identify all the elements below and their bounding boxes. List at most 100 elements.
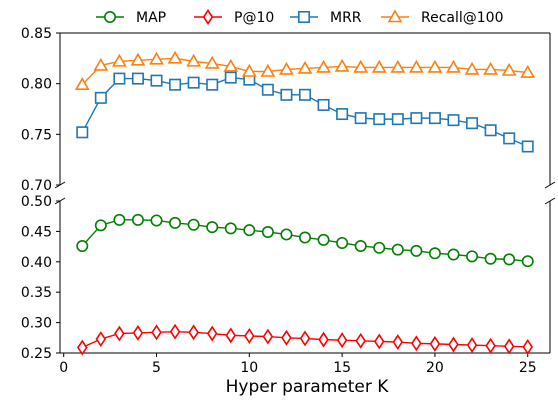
data-point	[334, 58, 350, 72]
data-point	[483, 61, 498, 75]
legend-item: Recall@100	[381, 9, 504, 26]
lower-y-tick-label: 0.25	[21, 346, 52, 362]
data-point	[353, 59, 369, 73]
series-recall-100	[74, 50, 536, 90]
data-point	[131, 213, 144, 226]
data-point	[241, 63, 257, 77]
data-point	[94, 91, 107, 104]
upper-y-tick-label: 0.70	[21, 178, 52, 194]
data-point	[391, 243, 404, 256]
data-point	[317, 98, 330, 111]
data-point	[520, 64, 536, 78]
data-point	[93, 57, 109, 71]
data-point	[336, 332, 348, 349]
data-point	[446, 59, 461, 73]
data-point	[371, 59, 387, 73]
data-point	[150, 74, 163, 87]
break-mark	[544, 197, 556, 205]
data-point	[298, 231, 311, 244]
data-point	[206, 221, 219, 234]
upper-y-tick-label: 0.85	[21, 26, 52, 42]
data-point	[244, 328, 255, 344]
data-point	[373, 333, 385, 350]
upper-y-tick-label: 0.75	[21, 127, 52, 143]
data-point	[131, 72, 144, 85]
data-point	[466, 117, 479, 130]
data-point	[94, 219, 107, 232]
data-point	[261, 226, 274, 239]
data-point	[169, 216, 182, 229]
break-mark	[54, 197, 66, 205]
data-point	[521, 255, 534, 268]
x-tick-label: 5	[152, 360, 161, 376]
data-point	[466, 250, 479, 263]
x-tick-label: 25	[519, 360, 537, 376]
data-point	[261, 83, 274, 96]
x-tick-label: 15	[333, 360, 351, 376]
data-point	[318, 331, 329, 348]
legend-marker	[387, 9, 403, 23]
data-point	[204, 55, 220, 69]
data-point	[169, 78, 182, 91]
data-point	[74, 77, 90, 90]
data-point	[391, 113, 404, 126]
legend-marker	[104, 11, 117, 23]
legend: MAP P@10 MRR Recall@100	[96, 9, 504, 26]
data-point	[151, 324, 162, 341]
data-point	[298, 88, 311, 101]
data-point	[132, 324, 144, 341]
data-point	[225, 327, 237, 344]
data-point	[95, 331, 107, 347]
data-point	[408, 59, 424, 73]
data-point	[224, 222, 237, 235]
upper-panel: 0.70 0.75 0.80 0.85	[21, 26, 551, 194]
data-point	[503, 253, 516, 266]
data-point	[448, 336, 459, 353]
data-point	[113, 213, 126, 226]
data-point	[206, 78, 219, 91]
series-p-10	[77, 323, 533, 356]
lower-y-tick-label: 0.30	[21, 316, 52, 332]
data-point	[262, 328, 274, 345]
data-point	[464, 61, 480, 75]
data-point	[114, 325, 125, 342]
data-point	[522, 338, 533, 355]
legend-label: MRR	[330, 10, 362, 26]
data-point	[280, 228, 293, 241]
lower-panel: 0.25 0.30 0.35 0.40 0.45 0.50 0 5 10 15 20 25	[21, 194, 551, 376]
axis-break-marks	[54, 181, 556, 205]
data-point	[169, 323, 181, 340]
lower-y-tick-label: 0.50	[21, 194, 52, 210]
data-point	[410, 112, 423, 125]
data-point	[521, 140, 534, 153]
data-point	[280, 88, 293, 101]
x-tick-label: 0	[59, 360, 68, 376]
legend-marker	[202, 9, 214, 25]
data-point	[447, 248, 460, 261]
legend-item: MAP	[96, 10, 166, 26]
data-point	[150, 214, 163, 227]
legend-marker	[297, 11, 310, 23]
data-point	[336, 236, 349, 249]
legend-label: MAP	[136, 10, 166, 26]
data-point	[503, 132, 516, 145]
break-mark	[54, 181, 66, 189]
lower-y-tick-label: 0.35	[21, 285, 52, 301]
data-point	[187, 218, 200, 231]
break-mark	[544, 181, 556, 189]
data-point	[373, 241, 386, 254]
data-point	[466, 337, 478, 354]
data-point	[112, 53, 127, 67]
legend-label: Recall@100	[421, 10, 504, 26]
data-point	[447, 114, 460, 127]
data-point	[279, 61, 294, 75]
data-point	[77, 339, 88, 356]
data-point	[410, 244, 423, 257]
data-point	[390, 59, 406, 73]
data-point	[355, 332, 366, 349]
data-point	[484, 124, 497, 137]
lower-y-tick-label: 0.40	[21, 255, 52, 271]
data-point	[130, 52, 146, 66]
data-point	[354, 239, 367, 252]
